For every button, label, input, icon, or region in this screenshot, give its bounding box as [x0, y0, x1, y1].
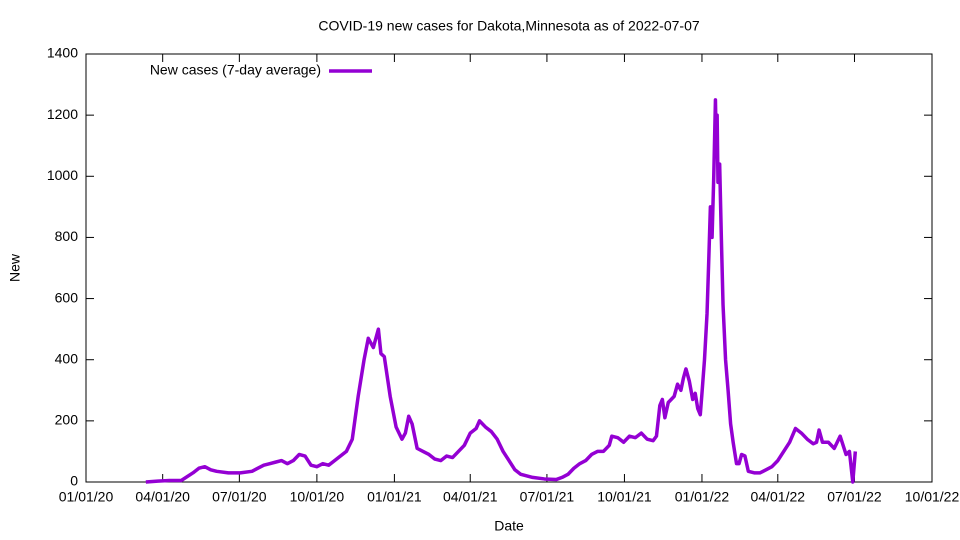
- x-tick-label: 10/01/21: [597, 489, 652, 505]
- y-tick-label: 1400: [47, 45, 78, 61]
- chart-title: COVID-19 new cases for Dakota,Minnesota …: [318, 18, 700, 34]
- y-tick-label: 1000: [47, 167, 78, 183]
- x-tick-label: 10/01/20: [290, 489, 345, 505]
- x-tick-label: 04/01/21: [443, 489, 498, 505]
- y-tick-label: 400: [55, 350, 79, 366]
- x-tick-label: 07/01/20: [212, 489, 267, 505]
- x-tick-label: 01/01/20: [59, 489, 114, 505]
- plot-frame: [85, 53, 933, 483]
- x-axis-label: Date: [494, 518, 524, 534]
- x-tick-label: 04/01/20: [135, 489, 190, 505]
- x-tick-label: 01/01/21: [367, 489, 422, 505]
- data-line: [145, 98, 858, 484]
- y-tick-label: 600: [55, 289, 79, 305]
- x-tick-label: 10/01/22: [905, 489, 960, 505]
- y-tick-label: 200: [55, 412, 79, 428]
- legend-label: New cases (7-day average): [150, 62, 321, 78]
- x-tick-label: 07/01/21: [520, 489, 575, 505]
- y-tick-label: 800: [55, 228, 79, 244]
- x-tick-label: 01/01/22: [675, 489, 730, 505]
- x-tick-label: 07/01/22: [827, 489, 882, 505]
- x-tick-label: 04/01/22: [751, 489, 806, 505]
- y-axis-label: New: [7, 253, 23, 282]
- y-tick-label: 1200: [47, 106, 78, 122]
- y-tick-label: 0: [70, 473, 78, 489]
